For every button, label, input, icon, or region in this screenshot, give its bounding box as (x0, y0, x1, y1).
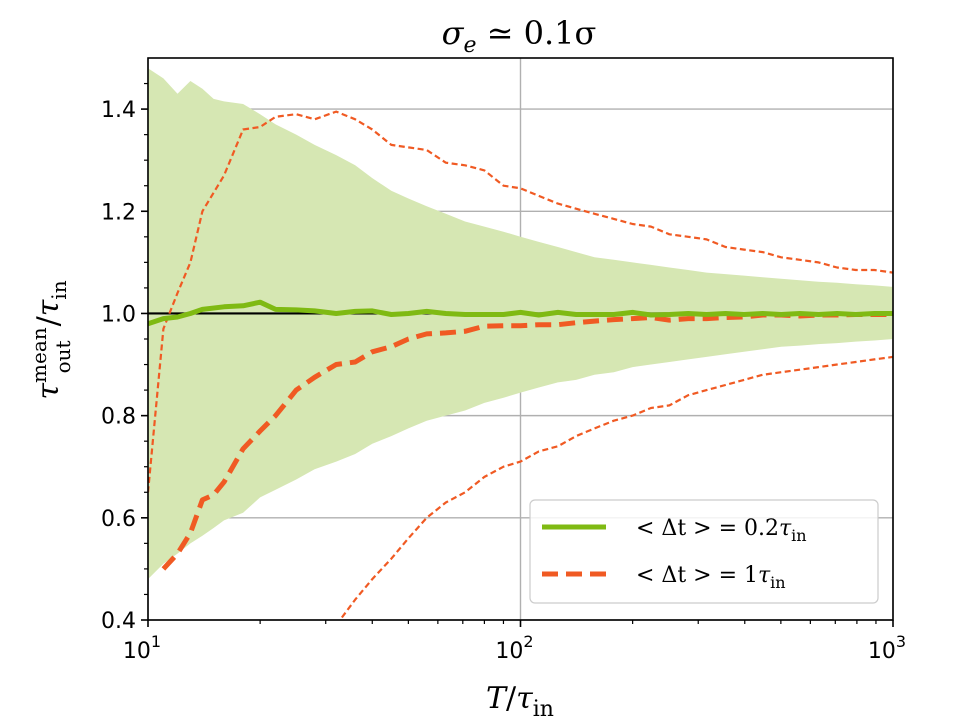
title-rest: ≃ 0.1σ (476, 14, 596, 52)
legend-orange-sub: in (770, 573, 785, 592)
y-label-slash: / (31, 315, 66, 326)
y-tick-label: 0.4 (101, 609, 136, 634)
x-tick-exponent: 3 (896, 632, 906, 651)
legend-green-sub: in (791, 526, 806, 545)
legend-label-orange: < Δt > = 1τin (636, 563, 786, 592)
legend-frame (529, 499, 879, 604)
y-tick-label: 1.0 (101, 302, 136, 327)
svg-text:τmeanout/τin: τmeanout/τin (27, 280, 75, 399)
x-tick-label: 103 (868, 632, 906, 664)
y-label-sub: out (51, 340, 75, 373)
y-tick-label: 0.6 (101, 507, 136, 532)
orange_upper-line (148, 110, 893, 493)
x-tick-label: 101 (123, 632, 161, 664)
orange_lower-line (338, 355, 893, 620)
x-label-tau: τ (516, 681, 533, 716)
y-label-sub2: in (47, 280, 71, 299)
x-axis-label: T/τin (486, 681, 554, 720)
x-label-sub: in (533, 697, 554, 720)
chart-title: σe ≃ 0.1σ (442, 14, 597, 58)
title-sigma-subscript: e (463, 33, 476, 58)
y-label-sup: mean (27, 327, 51, 383)
legend-label-green: < Δt > = 0.2τin (636, 516, 807, 545)
green_mean-line (148, 299, 893, 327)
y-tick-label: 0.8 (101, 405, 136, 430)
legend: < Δt > = 0.2τin < Δt > = 1τin (529, 499, 879, 604)
x-label-var: T (486, 681, 508, 716)
y-axis-label: τmeanout/τin (27, 280, 75, 399)
legend-orange-tau: τ (758, 563, 771, 588)
x-tick-label: 102 (495, 632, 533, 664)
series-layer (148, 110, 893, 620)
y-tick-label: 1.4 (101, 98, 136, 123)
title-sigma: σ (442, 14, 465, 52)
y-label-tau2: τ (31, 299, 66, 316)
x-label-slash: / (506, 681, 517, 716)
legend-orange-pre: < Δt > = 1 (636, 563, 758, 588)
legend-green-tau: τ (779, 516, 792, 541)
x-tick-exponent: 2 (523, 632, 533, 651)
x-tick-base: 10 (123, 639, 151, 664)
x-tick-base: 10 (868, 639, 896, 664)
x-tick-base: 10 (495, 639, 523, 664)
legend-green-pre: < Δt > = 0.2 (636, 516, 779, 541)
x-tick-exponent: 1 (151, 632, 161, 651)
y-label-tau: τ (31, 383, 66, 400)
y-tick-label: 1.2 (101, 200, 136, 225)
